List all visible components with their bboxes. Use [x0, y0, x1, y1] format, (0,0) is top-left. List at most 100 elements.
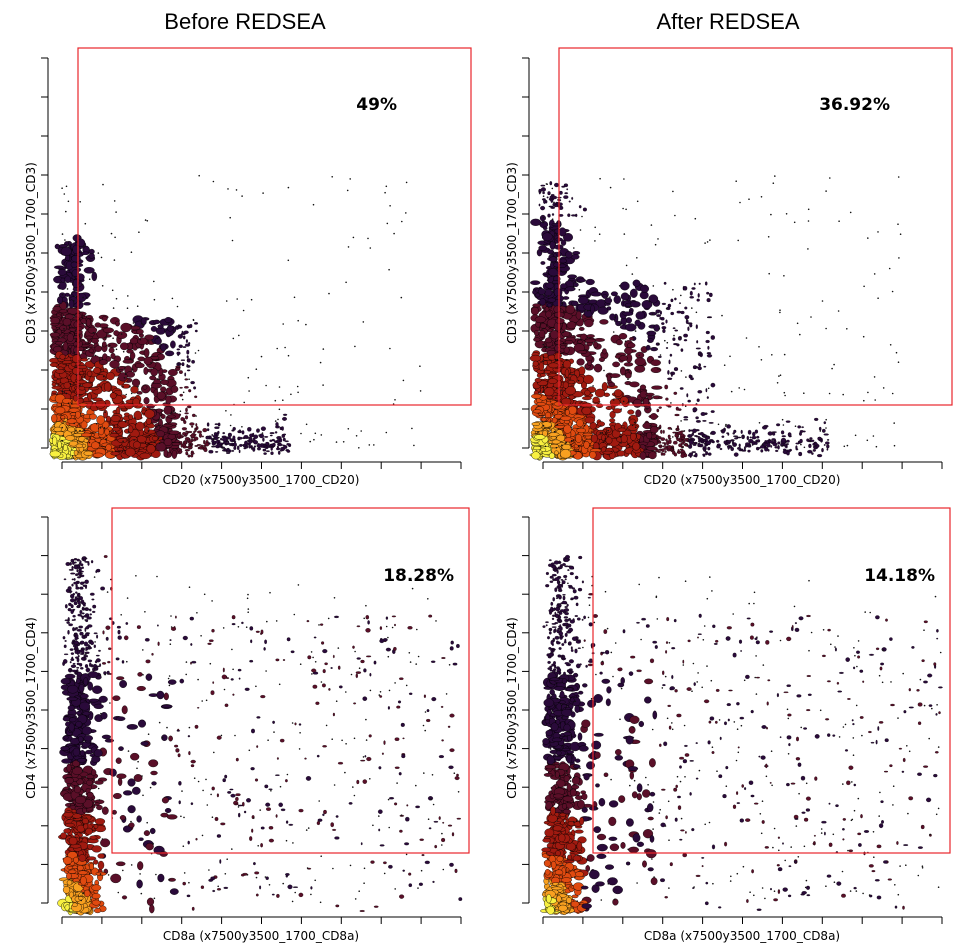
density-blob — [533, 337, 541, 342]
event-dot — [114, 236, 116, 239]
event-dot — [282, 399, 284, 402]
density-blob — [91, 441, 100, 450]
density-blob — [219, 859, 222, 864]
event-dot — [620, 442, 622, 444]
event-dot — [738, 387, 740, 389]
density-blob — [282, 437, 286, 442]
density-blob — [70, 664, 77, 668]
density-blob — [179, 386, 183, 389]
density-blob — [826, 448, 829, 451]
event-dot — [284, 346, 286, 349]
density-blob — [555, 317, 565, 324]
density-blob — [276, 439, 281, 444]
density-blob — [577, 350, 588, 354]
density-blob — [304, 757, 307, 760]
density-blob — [407, 626, 413, 630]
event-dot — [825, 427, 827, 429]
density-blob — [222, 442, 225, 445]
density-blob — [222, 667, 225, 673]
event-dot — [825, 327, 827, 330]
density-blob — [619, 355, 628, 362]
event-dot — [863, 285, 865, 288]
density-blob — [203, 447, 208, 453]
density-blob — [73, 599, 77, 602]
event-dot — [620, 408, 622, 410]
event-dot — [829, 177, 831, 179]
density-blob — [641, 299, 653, 309]
density-blob — [237, 436, 243, 440]
event-dot — [889, 344, 892, 346]
event-dot — [810, 316, 812, 318]
event-dot — [86, 438, 88, 440]
density-blob — [63, 578, 67, 581]
density-blob — [70, 261, 78, 268]
event-dot — [67, 402, 70, 405]
event-dot — [854, 434, 857, 437]
event-dot — [778, 375, 780, 377]
density-blob — [181, 435, 185, 438]
event-dot — [125, 447, 127, 449]
density-blob — [818, 439, 823, 442]
density-blob — [198, 433, 203, 438]
density-blob — [454, 776, 460, 781]
density-blob — [76, 758, 87, 763]
density-blob — [275, 422, 279, 427]
event-dot — [796, 322, 799, 325]
event-dot — [556, 423, 559, 426]
density-blob — [767, 431, 773, 436]
event-dot — [156, 337, 159, 340]
density-blob — [171, 450, 178, 459]
density-blob — [394, 737, 400, 741]
event-dot — [287, 186, 290, 189]
density-blob — [71, 578, 74, 581]
event-dot — [188, 378, 190, 381]
event-dot — [411, 427, 413, 430]
density-blob — [593, 363, 603, 373]
density-blob — [689, 323, 693, 328]
density-blob — [104, 428, 110, 436]
column-title-after: After REDSEA — [656, 9, 799, 34]
density-blob — [676, 343, 680, 347]
density-blob — [365, 628, 371, 633]
density-blob — [51, 436, 58, 446]
density-blob — [66, 879, 73, 886]
density-blob — [656, 368, 661, 370]
density-blob — [601, 434, 606, 442]
density-blob — [270, 451, 274, 455]
density-blob — [661, 326, 667, 330]
density-blob — [683, 339, 688, 342]
density-blob — [737, 446, 742, 450]
density-blob — [97, 853, 105, 859]
event-dot — [779, 309, 781, 312]
event-dot — [66, 288, 69, 290]
event-dot — [623, 178, 625, 180]
event-dot — [807, 248, 809, 250]
density-blob — [135, 362, 145, 369]
density-blob — [592, 396, 600, 403]
density-blob — [710, 382, 716, 388]
event-dot — [893, 422, 895, 424]
event-dot — [545, 346, 547, 348]
event-dot — [898, 257, 900, 259]
event-dot — [588, 299, 590, 301]
density-blob — [635, 311, 645, 320]
density-blob — [89, 608, 92, 612]
density-blob — [573, 282, 579, 288]
event-dot — [770, 213, 772, 216]
density-blob — [679, 448, 684, 451]
density-blob — [688, 444, 693, 449]
event-dot — [73, 422, 75, 425]
density-blob — [73, 856, 79, 864]
density-blob — [674, 329, 679, 332]
density-blob — [636, 430, 644, 435]
density-blob — [115, 320, 120, 327]
density-blob — [586, 334, 595, 338]
density-blob — [69, 668, 72, 672]
density-blob — [705, 388, 708, 393]
event-dot — [807, 220, 810, 222]
density-blob — [786, 439, 790, 443]
event-dot — [75, 429, 77, 432]
density-blob — [100, 838, 111, 848]
density-blob — [719, 447, 723, 451]
density-blob — [548, 452, 555, 459]
